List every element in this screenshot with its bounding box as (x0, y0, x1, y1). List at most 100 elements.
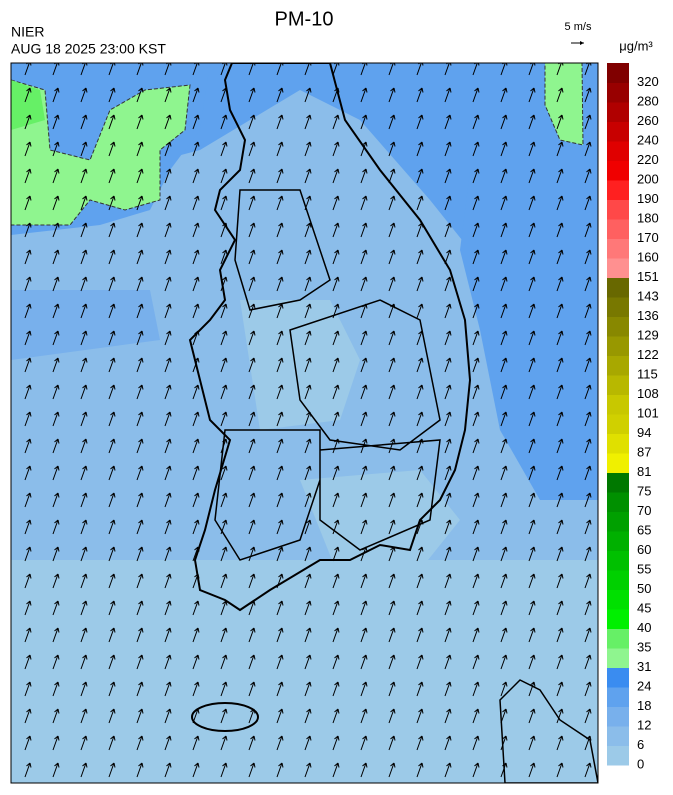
wind-arrow (80, 222, 88, 238)
wind-arrow (80, 141, 88, 157)
wind-arrow (332, 546, 340, 562)
wind-arrow (416, 357, 424, 373)
wind-arrow (472, 735, 480, 751)
wind-arrow (500, 573, 508, 589)
wind-arrow (388, 708, 396, 724)
wind-arrow (444, 735, 452, 751)
wind-arrow (360, 573, 368, 589)
legend-label: 160 (637, 249, 659, 264)
wind-arrow (24, 600, 32, 616)
wind-arrow (584, 762, 592, 778)
wind-arrow (136, 330, 144, 346)
wind-arrow (52, 762, 60, 778)
wind-arrow (248, 465, 256, 481)
wind-arrow (360, 600, 368, 616)
wind-arrow (248, 357, 256, 373)
wind-arrow (500, 600, 508, 616)
wind-arrow (388, 654, 396, 670)
wind-arrow (304, 411, 312, 427)
wind-arrow (136, 681, 144, 697)
wind-arrow (360, 222, 368, 238)
wind-arrow (472, 168, 480, 184)
wind-arrow (304, 87, 312, 103)
wind-arrow (80, 357, 88, 373)
wind-arrow (556, 654, 564, 670)
wind-arrow (416, 654, 424, 670)
wind-arrow (108, 411, 116, 427)
wind-arrow (584, 141, 592, 157)
wind-arrow (24, 735, 32, 751)
wind-arrow (192, 492, 200, 508)
wind-arrow (248, 654, 256, 670)
wind-arrow (136, 735, 144, 751)
wind-arrow (388, 627, 396, 643)
wind-arrow (472, 303, 480, 319)
wind-arrow (192, 195, 200, 211)
wind-arrow (304, 357, 312, 373)
wind-arrow (276, 222, 284, 238)
wind-arrow (192, 438, 200, 454)
wind-arrow (52, 249, 60, 265)
wind-arrow (444, 195, 452, 211)
wind-arrow (472, 546, 480, 562)
wind-arrow (416, 735, 424, 751)
wind-arrow (472, 600, 480, 616)
wind-arrow (556, 276, 564, 292)
wind-arrow (52, 492, 60, 508)
wind-arrow (332, 222, 340, 238)
wind-arrow (388, 492, 396, 508)
wind-arrow (416, 546, 424, 562)
wind-arrow (248, 195, 256, 211)
wind-arrow (388, 681, 396, 697)
wind-arrow (136, 546, 144, 562)
legend-swatch (607, 141, 629, 161)
wind-arrow (220, 681, 228, 697)
wind-arrow (332, 384, 340, 400)
wind-arrow (388, 411, 396, 427)
wind-arrow (80, 600, 88, 616)
wind-arrow (528, 654, 536, 670)
wind-arrow (276, 465, 284, 481)
wind-arrow (360, 519, 368, 535)
wind-arrow (332, 303, 340, 319)
wind-arrow (80, 87, 88, 103)
wind-arrow (360, 276, 368, 292)
wind-arrow (220, 303, 228, 319)
wind-arrow (528, 303, 536, 319)
wind-arrow (192, 762, 200, 778)
wind-arrow (220, 276, 228, 292)
wind-arrow (52, 168, 60, 184)
wind-arrow (416, 600, 424, 616)
wind-arrow (360, 384, 368, 400)
wind-arrow (360, 303, 368, 319)
wind-arrow (500, 708, 508, 724)
wind-arrow (24, 546, 32, 562)
wind-arrow (192, 627, 200, 643)
wind-arrow (108, 168, 116, 184)
wind-arrow (388, 114, 396, 130)
wind-arrow (164, 708, 172, 724)
wind-arrow (332, 87, 340, 103)
wind-arrow (416, 627, 424, 643)
wind-arrow (192, 87, 200, 103)
wind-arrow (192, 168, 200, 184)
wind-arrow (472, 519, 480, 535)
wind-arrow (304, 384, 312, 400)
wind-arrow (248, 114, 256, 130)
wind-arrow (192, 573, 200, 589)
wind-arrow (192, 222, 200, 238)
wind-arrow (304, 600, 312, 616)
wind-arrow (416, 114, 424, 130)
legend-swatch (607, 453, 629, 473)
wind-arrow (304, 546, 312, 562)
wind-arrow (276, 762, 284, 778)
legend-label: 220 (637, 152, 659, 167)
wind-arrow (528, 222, 536, 238)
wind-arrow (108, 492, 116, 508)
wind-arrow (304, 573, 312, 589)
wind-arrow (136, 627, 144, 643)
wind-arrow (528, 762, 536, 778)
wind-arrow (528, 438, 536, 454)
wind-arrow (584, 87, 592, 103)
